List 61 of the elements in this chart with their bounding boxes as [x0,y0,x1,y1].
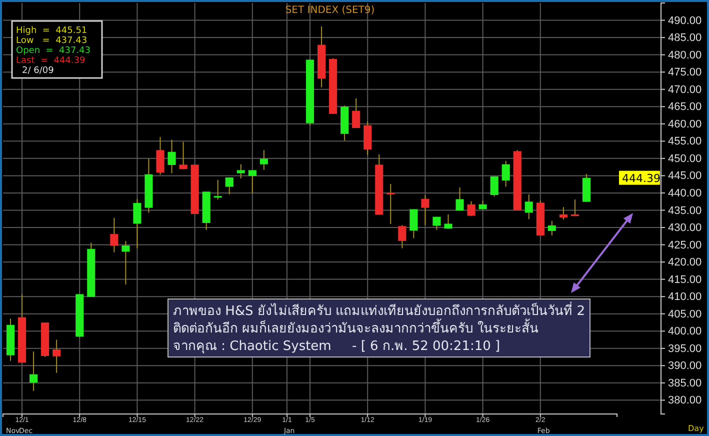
y-tick-label: 490.00 [668,14,702,27]
y-tick-label: 455.00 [668,136,702,148]
candlestick [490,176,498,197]
y-tick-label: 485.00 [668,32,702,44]
y-tick-label: 480.00 [668,49,702,62]
candlestick [410,208,418,239]
y-tick-label: 470.00 [668,84,702,96]
y-tick-label: 380.00 [668,394,702,407]
y-tick-label: 420.00 [668,256,702,269]
candlestick [421,194,430,226]
y-tick-label: 395.00 [668,342,702,355]
y-tick-label: 475.00 [668,66,702,79]
y-tick-label: 410.00 [668,291,702,304]
annotation: ภาพของ H&S ยังไม่เสียครับ แถมแท่งเทียนยังบอกถึงการกลับตัวเป็นวันที่ 2 [173,301,585,319]
candlestick [524,194,533,220]
text: Day [688,424,704,433]
y-tick-label: 385.00 [668,377,702,390]
candlestick [398,224,406,249]
y-tick-label: 465.00 [668,101,702,114]
chart-title: SET INDEX (SET9) [285,5,375,16]
candlestick [260,150,268,170]
annotation: จากคุณ : Chaotic System - [ 6 ก.พ. 52 00:21:10 ] [173,339,500,354]
candlestick [559,206,568,220]
y-tick-label: 445.00 [668,170,702,182]
candlestick [548,220,556,236]
annotation: High = 445.51 [16,26,88,36]
candlestick [444,214,452,230]
candlestick [29,350,38,392]
candlestick [168,139,176,174]
y-tick-label: 415.00 [668,274,702,286]
candlestick [352,98,360,129]
y-tick-label: 405.00 [668,308,702,320]
y-tick-label: 440.00 [668,187,702,200]
annotation: 2/ 6/09 [22,66,54,76]
candlestick [52,339,61,374]
annotation: Open = 437.43 [16,46,91,56]
candlestick [236,164,245,179]
y-tick-label: 400.00 [668,326,702,338]
candlestick [214,179,222,200]
candlestick [225,176,234,195]
candlestick [248,170,256,194]
annotation: ติดต่อกันอีก ผมก็เลยยังมองว่ามันจะลงมากกว่าขึ้นครับ ในระยะสั้น [173,318,538,336]
candlestick [179,141,188,170]
text: 444.39 [622,172,660,185]
candlestick [386,183,395,225]
annotation: Low = 437.43 [16,36,88,46]
annotation: Last = 444.39 [16,56,86,66]
y-tick-label: 435.00 [668,204,702,217]
candlestick [133,198,142,249]
candlestick [456,186,464,212]
y-tick-label: 430.00 [668,222,702,234]
candlestick [122,240,130,285]
y-tick-label: 450.00 [668,152,702,165]
candlestick [432,216,441,230]
candlestick [502,160,510,188]
y-tick-label: 390.00 [668,360,702,372]
candlestick [156,136,164,176]
y-tick-label: 425.00 [668,239,702,252]
candlestick [467,200,476,217]
candlestick [110,217,118,253]
y-tick-label: 460.00 [668,118,702,130]
